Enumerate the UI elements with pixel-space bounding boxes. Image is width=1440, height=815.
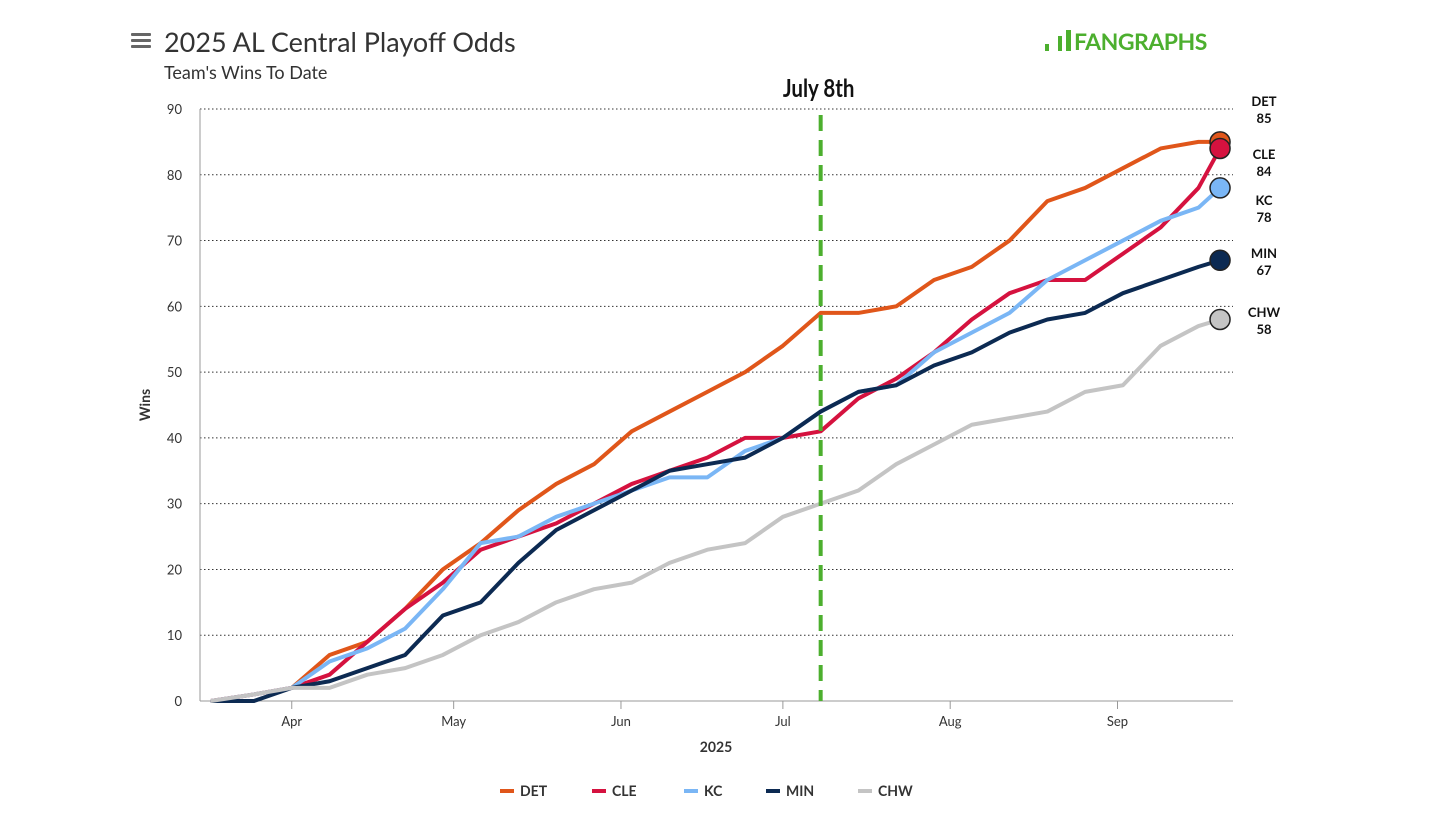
logo: FANGRAPHS: [1074, 27, 1207, 55]
y-tick-label: 10: [167, 627, 183, 643]
end-label-value: 58: [1256, 321, 1272, 337]
end-label-name: KC: [1255, 192, 1272, 208]
x-tick-label: Aug: [939, 713, 962, 729]
y-tick-label: 40: [167, 430, 183, 446]
legend-item[interactable]: CHW: [858, 782, 913, 799]
end-label-name: MIN: [1251, 245, 1277, 261]
y-tick-label: 80: [167, 167, 183, 183]
x-tick-label: Sep: [1107, 713, 1128, 729]
logo-bar: [1058, 36, 1062, 51]
legend-item[interactable]: MIN: [766, 782, 814, 799]
y-tick-label: 60: [167, 298, 183, 314]
legend-label: DET: [520, 782, 548, 799]
end-label-value: 78: [1256, 209, 1272, 225]
end-label-value: 67: [1256, 262, 1272, 278]
end-marker: [1209, 249, 1231, 272]
y-tick-label: 20: [167, 561, 183, 577]
annotation-label: July 8th: [783, 72, 855, 103]
y-tick-label: 50: [167, 364, 183, 380]
menu-bar: [131, 45, 151, 48]
y-tick-label: 70: [167, 233, 183, 249]
menu-bar: [131, 33, 151, 36]
end-label-name: DET: [1251, 93, 1276, 109]
series-line: [210, 147, 1222, 703]
end-label-value: 85: [1256, 110, 1271, 126]
series-line: [210, 258, 1221, 703]
end-label-value: 84: [1256, 163, 1272, 179]
logo-bar: [1066, 30, 1071, 51]
series-line: [210, 139, 1221, 703]
chart-subtitle: Team's Wins To Date: [164, 61, 327, 83]
series-line: [210, 317, 1221, 703]
end-marker: [1209, 308, 1231, 331]
end-label-name: CLE: [1253, 146, 1276, 162]
legend-label: CHW: [878, 782, 913, 799]
x-axis-label: 2025: [700, 738, 732, 755]
logo-mark: [1045, 30, 1071, 51]
x-tick-label: Jun: [611, 713, 631, 729]
y-tick-label: 0: [174, 693, 182, 709]
legend-label: KC: [704, 782, 723, 799]
x-tick-label: Apr: [281, 713, 302, 729]
end-marker: [1209, 177, 1231, 199]
legend-label: CLE: [612, 782, 637, 799]
logo-bar: [1045, 44, 1049, 51]
y-axis-label: Wins: [136, 389, 153, 421]
end-marker: [1209, 137, 1231, 160]
legend-item[interactable]: KC: [684, 782, 723, 799]
legend-item[interactable]: CLE: [592, 782, 637, 799]
chart-title: 2025 AL Central Playoff Odds: [164, 25, 516, 58]
legend-item[interactable]: DET: [500, 782, 548, 799]
x-tick-label: May: [441, 713, 466, 729]
series-line: [210, 186, 1222, 703]
y-tick-label: 90: [167, 101, 183, 117]
x-tick-label: Jul: [775, 713, 791, 729]
menu-bar: [131, 39, 151, 42]
legend-label: MIN: [786, 782, 814, 799]
menu-icon[interactable]: [131, 33, 151, 48]
y-tick-label: 30: [167, 496, 183, 512]
end-label-name: CHW: [1248, 304, 1281, 320]
